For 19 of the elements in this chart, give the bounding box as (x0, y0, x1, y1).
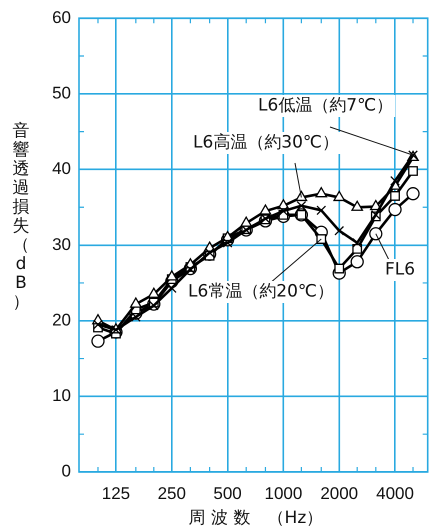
y-tick-label: 60 (52, 8, 71, 27)
text: 音響透過損失（dB） (12, 121, 30, 312)
y-tick-label: 20 (52, 310, 71, 330)
x-tick-label: 1000 (264, 484, 302, 503)
x-tick-label: 2000 (320, 484, 358, 503)
y-tick-label: 40 (52, 159, 71, 178)
y-tick-label: 0 (62, 462, 71, 481)
series-label: L6常温（約20℃） (188, 281, 334, 302)
y-tick-label: 30 (52, 234, 71, 254)
series-label: FL6 (385, 259, 416, 280)
x-tick-label: 250 (158, 484, 186, 503)
x-tick-label: 4000 (376, 484, 414, 503)
x-tick-label: 500 (213, 484, 242, 503)
x-axis-title: 周 波 数 （Hz） (188, 507, 324, 529)
text: L6低温（約7℃） (258, 95, 394, 116)
text: L6高温（約30℃） (193, 132, 340, 152)
y-tick-label: 10 (52, 386, 71, 406)
y-tick-label: 50 (52, 84, 71, 103)
x-tick-label: 125 (102, 484, 130, 503)
